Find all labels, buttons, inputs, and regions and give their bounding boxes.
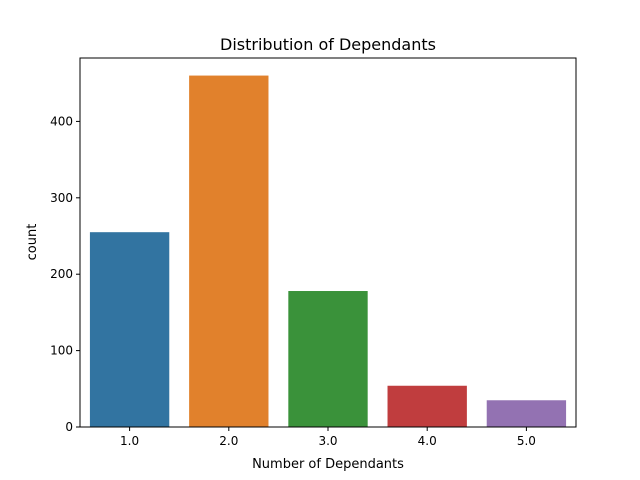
bar-4.0 — [387, 385, 467, 427]
y-tick-label: 300 — [50, 191, 73, 205]
bar-2.0 — [189, 75, 269, 428]
y-tick-label: 200 — [50, 267, 73, 281]
y-tick-label: 0 — [65, 420, 73, 434]
x-tick-label: 4.0 — [418, 434, 437, 448]
bar-5.0 — [486, 400, 567, 427]
bar-1.0 — [89, 232, 170, 427]
bars-group — [89, 75, 567, 428]
chart-title: Distribution of Dependants — [220, 35, 436, 54]
x-tick-label: 2.0 — [219, 434, 238, 448]
x-tick-label: 3.0 — [318, 434, 337, 448]
x-axis-ticks: 1.0 2.0 3.0 4.0 5.0 — [120, 427, 536, 448]
y-tick-label: 100 — [50, 344, 73, 358]
x-axis-label: Number of Dependants — [252, 457, 404, 472]
y-tick-label: 400 — [50, 114, 73, 128]
y-axis-ticks: 0 100 200 300 400 — [50, 114, 80, 434]
bar-3.0 — [288, 291, 368, 427]
y-axis-label: count — [25, 224, 40, 261]
x-tick-label: 5.0 — [517, 434, 536, 448]
x-tick-label: 1.0 — [120, 434, 139, 448]
